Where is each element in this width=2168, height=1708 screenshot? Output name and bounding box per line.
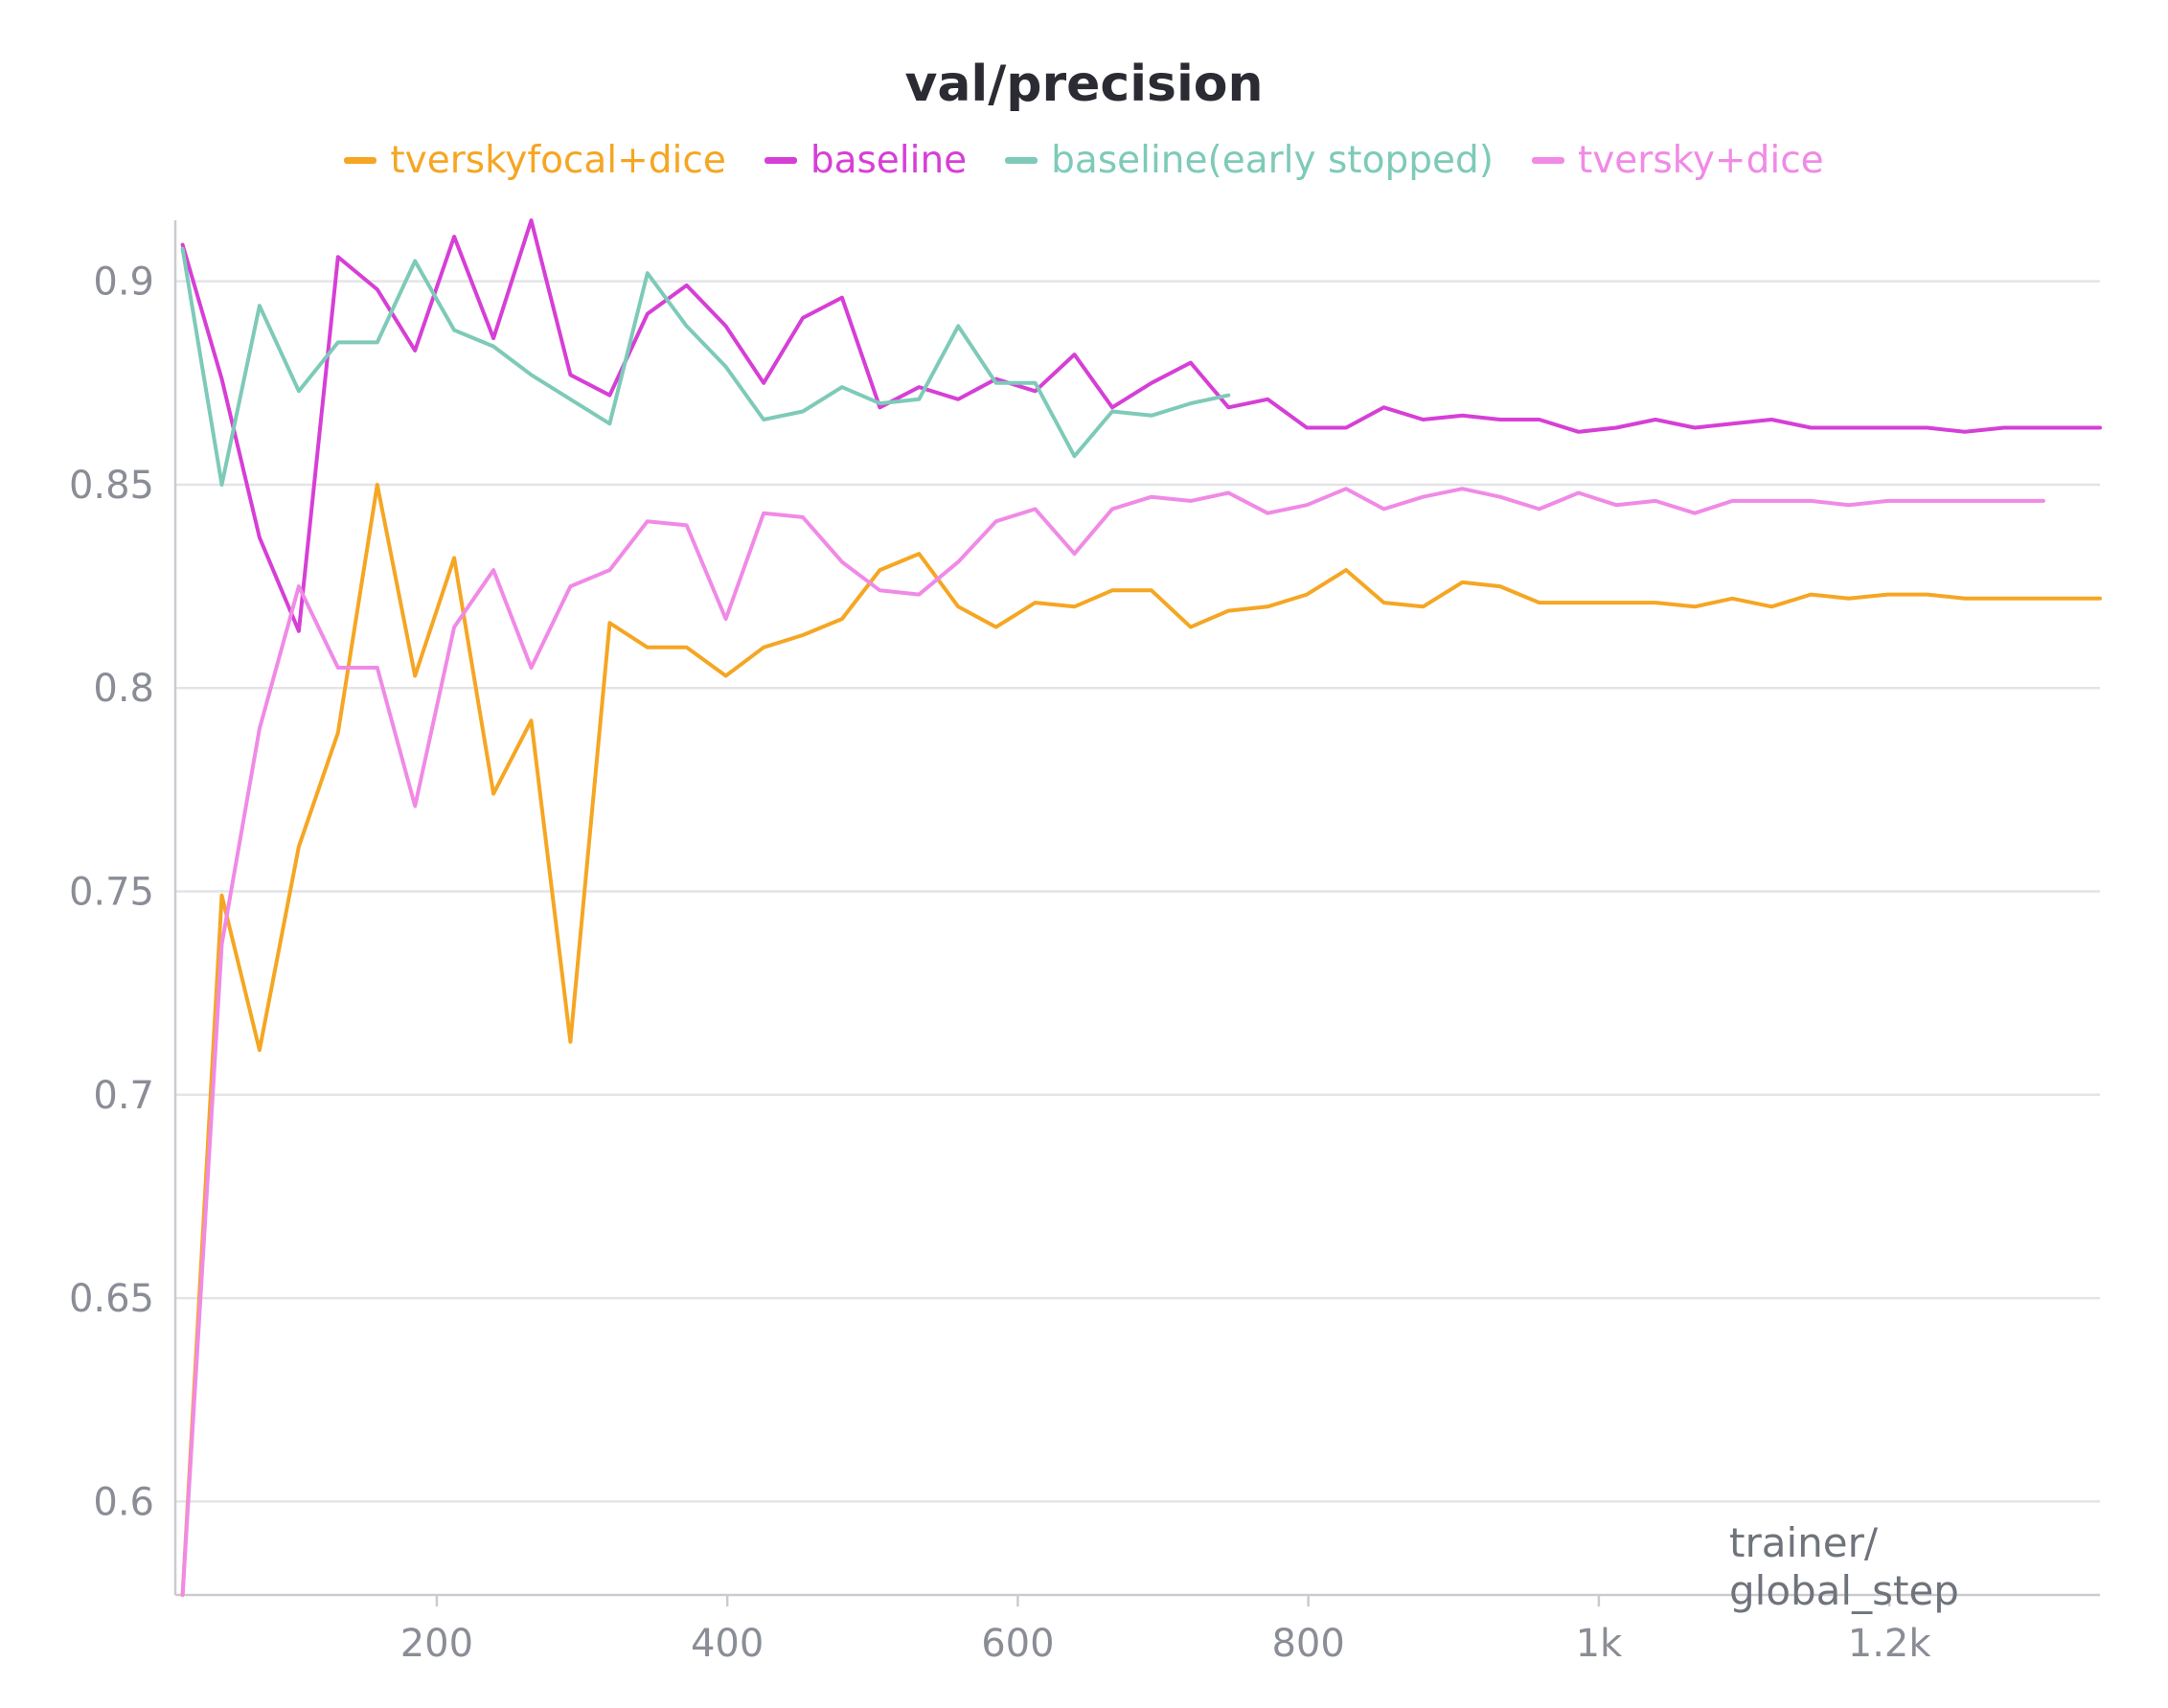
legend-label: tverskyfocal+dice <box>390 139 726 182</box>
y-tick-label: 0.7 <box>93 1074 154 1118</box>
y-tick-label: 0.65 <box>69 1277 154 1321</box>
x-axis-title-line: trainer/ <box>1729 1519 1879 1566</box>
legend-label: baseline(early stopped) <box>1051 139 1494 182</box>
legend-label: tversky+dice <box>1577 139 1824 182</box>
legend: tverskyfocal+dice baseline baseline(early … <box>0 139 2168 182</box>
legend-label: baseline <box>810 139 968 182</box>
series-line-baseline <box>180 218 2102 633</box>
legend-swatch <box>1005 157 1038 164</box>
x-tick-label: 600 <box>981 1622 1054 1666</box>
chart-title: val/precision <box>904 56 1264 113</box>
y-tick-label: 0.85 <box>69 464 154 508</box>
y-tick-label: 0.75 <box>69 871 154 915</box>
y-tick-label: 0.8 <box>93 667 154 711</box>
series-line-tverskyfocal-dice <box>180 483 2102 1597</box>
legend-item[interactable]: tversky+dice <box>1531 139 1824 182</box>
x-tick-label: 1k <box>1576 1622 1623 1666</box>
x-tick-label: 200 <box>400 1622 473 1666</box>
legend-swatch <box>764 157 797 164</box>
series-line-tversky-dice <box>180 487 2045 1597</box>
y-tick-label: 0.6 <box>93 1480 154 1524</box>
legend-item[interactable]: tverskyfocal+dice <box>344 139 726 182</box>
legend-item[interactable]: baseline(early stopped) <box>1005 139 1494 182</box>
x-tick-label: 800 <box>1271 1622 1344 1666</box>
legend-swatch <box>344 157 377 164</box>
legend-swatch <box>1531 157 1564 164</box>
series-line-baseline-early-stopped- <box>180 246 1231 487</box>
x-axis-title-line: global_step <box>1729 1567 1959 1614</box>
x-tick-label: 400 <box>691 1622 764 1666</box>
y-tick-label: 0.9 <box>93 261 154 305</box>
x-tick-label: 1.2k <box>1848 1622 1932 1666</box>
legend-item[interactable]: baseline <box>764 139 968 182</box>
